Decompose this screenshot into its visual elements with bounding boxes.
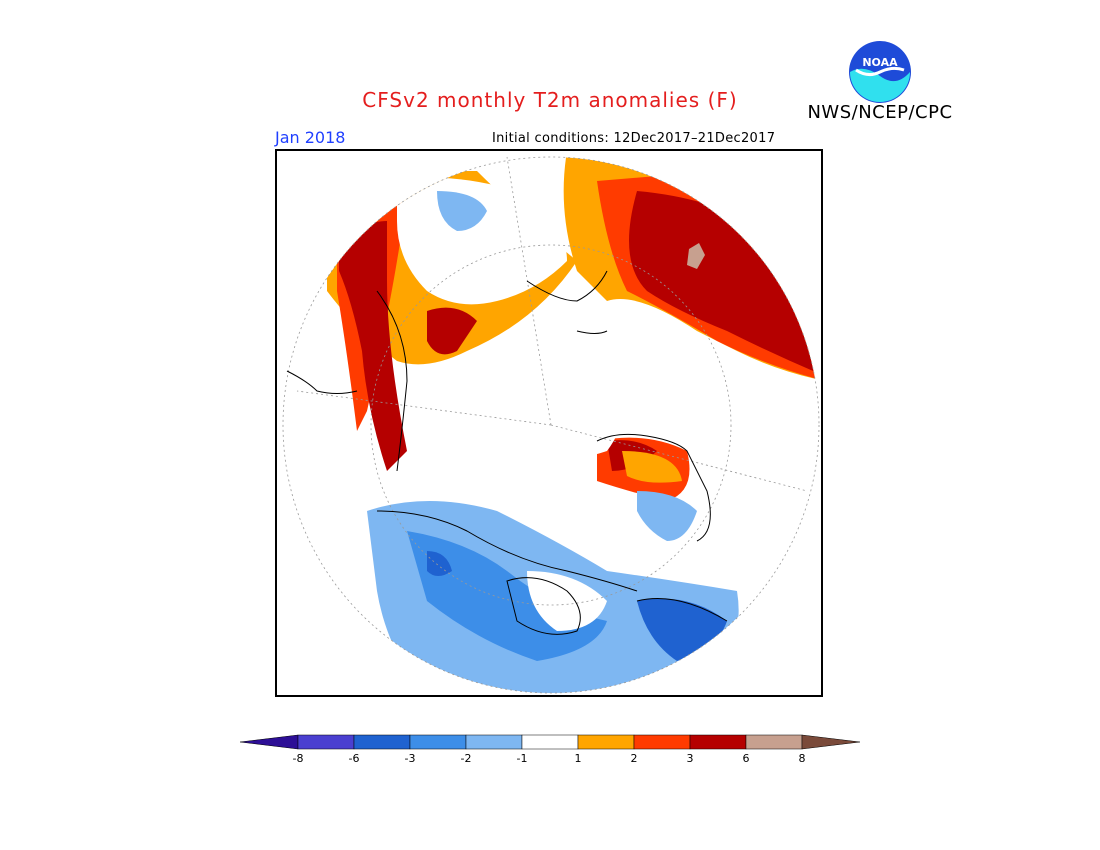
colorbar-bin-7	[633, 734, 691, 750]
colorbar	[238, 732, 863, 752]
noaa-logo: NOAA	[848, 40, 912, 104]
colorbar-bin-10	[801, 734, 861, 750]
chart-title: CFSv2 monthly T2m anomalies (F)	[362, 88, 738, 112]
colorbar-tick-label: -6	[348, 752, 360, 765]
graticule	[282, 156, 820, 694]
warm-region-darkred	[629, 191, 819, 376]
coastlines	[286, 270, 728, 635]
colorbar-tick-label: 8	[798, 752, 806, 765]
initial-conditions: Initial conditions: 12Dec2017–21Dec2017	[492, 131, 776, 146]
colorbar-bin-8	[689, 734, 747, 750]
colorbar-bin-1	[297, 734, 355, 750]
warm-region-europe-darkred	[339, 221, 407, 471]
polar-map	[275, 149, 823, 697]
colorbar-tick-label: 3	[686, 752, 694, 765]
colorbar-bin-5	[521, 734, 579, 750]
colorbar-tick-label: 6	[742, 752, 750, 765]
colorbar-bin-3	[409, 734, 467, 750]
colorbar-tick-label: 2	[630, 752, 638, 765]
cool-region-small-europe	[437, 191, 487, 231]
forecast-month: Jan 2018	[275, 128, 346, 147]
colorbar-tick-label: 1	[574, 752, 582, 765]
colorbar-tick-label: -8	[292, 752, 304, 765]
colorbar-tick-label: -2	[460, 752, 472, 765]
colorbar-bin-9	[745, 734, 803, 750]
colorbar-bin-4	[465, 734, 523, 750]
warm-region-europe-darkred2	[427, 307, 477, 355]
agency-label: NWS/NCEP/CPC	[807, 102, 953, 123]
colorbar-tick-label: -1	[516, 752, 528, 765]
neutral-region-na	[527, 571, 607, 631]
colorbar-bin-2	[353, 734, 411, 750]
colorbar-tick-label: -3	[404, 752, 416, 765]
cool-region-asia	[637, 491, 697, 541]
polar-map-svg	[282, 156, 820, 694]
colorbar-svg	[239, 734, 861, 750]
colorbar-bin-0	[239, 734, 299, 750]
colorbar-bin-6	[577, 734, 635, 750]
warm-region-alaska-orange	[622, 451, 682, 483]
anomaly-field	[327, 157, 819, 693]
neutral-region-arctic	[464, 366, 622, 461]
cool-region-na-dark2	[427, 551, 452, 576]
noaa-logo-text: NOAA	[862, 56, 898, 69]
warm-region-tan	[687, 243, 705, 269]
